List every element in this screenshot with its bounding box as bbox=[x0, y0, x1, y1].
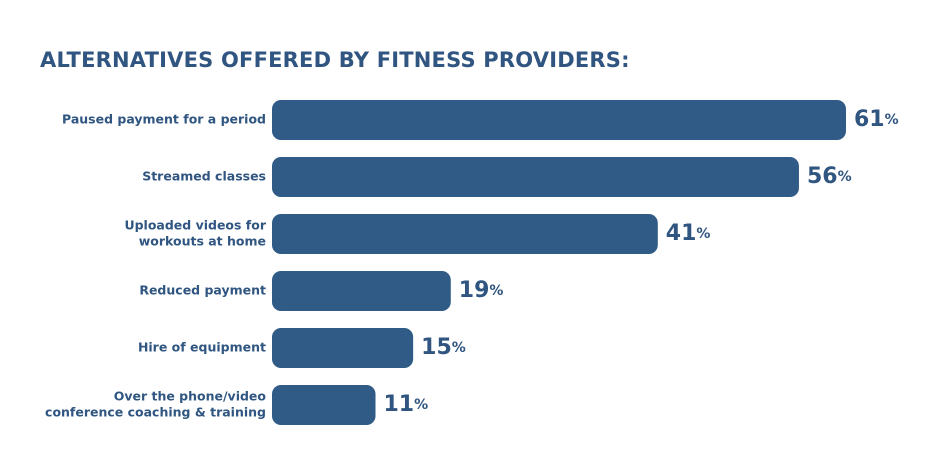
value-unit-2: % bbox=[696, 226, 710, 242]
value-label-5: 11% bbox=[384, 392, 429, 417]
value-number-2: 41 bbox=[666, 221, 697, 246]
chart-title: ALTERNATIVES OFFERED BY FITNESS PROVIDER… bbox=[40, 48, 630, 72]
category-label-4: Hire of equipment bbox=[138, 340, 266, 355]
bar-3 bbox=[272, 271, 451, 311]
bar-5 bbox=[272, 385, 376, 425]
category-label-5-line-0: Over the phone/video bbox=[114, 389, 267, 404]
value-number-3: 19 bbox=[459, 278, 490, 303]
value-unit-3: % bbox=[489, 283, 503, 299]
value-label-0: 61% bbox=[854, 107, 899, 132]
category-label-2-line-0: Uploaded videos for bbox=[124, 218, 266, 233]
value-label-3: 19% bbox=[459, 278, 504, 303]
value-unit-4: % bbox=[452, 340, 466, 356]
category-label-3: Reduced payment bbox=[139, 283, 266, 298]
category-label-2-line-1: workouts at home bbox=[139, 234, 266, 249]
value-number-1: 56 bbox=[807, 164, 838, 189]
bar-0 bbox=[272, 100, 846, 140]
category-label-1: Streamed classes bbox=[142, 169, 266, 184]
category-label-0: Paused payment for a period bbox=[62, 112, 266, 127]
bar-4 bbox=[272, 328, 414, 368]
value-number-5: 11 bbox=[384, 392, 415, 417]
value-label-2: 41% bbox=[666, 221, 711, 246]
bar-1 bbox=[272, 157, 799, 197]
value-number-4: 15 bbox=[421, 335, 452, 360]
value-unit-1: % bbox=[838, 169, 852, 185]
value-number-0: 61 bbox=[854, 107, 885, 132]
value-unit-0: % bbox=[885, 112, 899, 128]
category-label-5-line-1: conference coaching & training bbox=[45, 405, 266, 420]
value-unit-5: % bbox=[414, 397, 428, 413]
value-label-4: 15% bbox=[421, 335, 466, 360]
value-label-1: 56% bbox=[807, 164, 852, 189]
bar-2 bbox=[272, 214, 658, 254]
